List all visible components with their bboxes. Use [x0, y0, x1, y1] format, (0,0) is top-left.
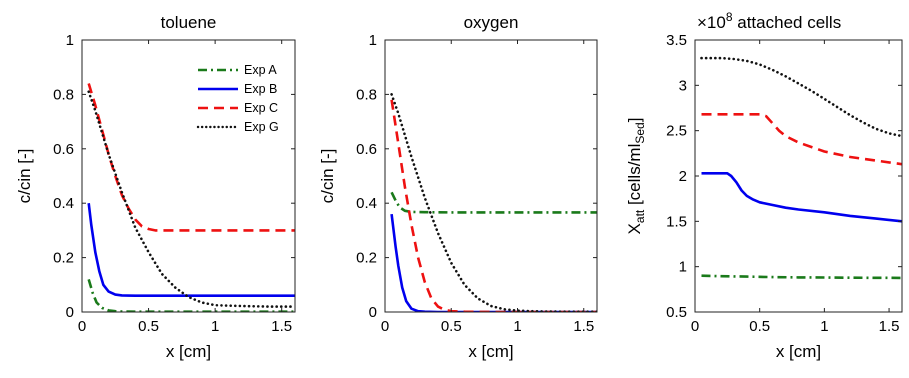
series-line-exp-g [87, 90, 295, 308]
x-axis-label: x [cm] [468, 342, 513, 361]
x-tick-label: 0.5 [138, 318, 159, 335]
x-axis-label: x [cm] [776, 342, 821, 361]
series-line-exp-a [87, 279, 295, 312]
x-tick-label: 1.5 [879, 318, 900, 335]
y-tick-label: 0.6 [356, 141, 377, 158]
series-lines [390, 93, 597, 312]
y-axis-label: c/cin [-] [15, 149, 34, 204]
y-tick-label: 0.8 [53, 86, 74, 103]
x-tick-label: 1 [513, 318, 521, 335]
series-line-exp-g [700, 56, 902, 138]
x-tick-label: 0.5 [749, 318, 770, 335]
y-tick-label: 2 [679, 168, 687, 185]
x-tick-label: 0 [381, 318, 389, 335]
x-tick-label: 1 [820, 318, 828, 335]
axes-box [694, 39, 903, 313]
series-line-exp-c [701, 113, 902, 166]
y-tick-label: 0 [369, 304, 377, 321]
x-tick-label: 0 [78, 318, 86, 335]
y-tick-label: 2.5 [666, 123, 687, 140]
y-tick-label: 0 [66, 304, 74, 321]
y-tick-label: 1 [369, 32, 377, 49]
y-tick-label: 3 [679, 77, 687, 94]
series-line-exp-b [390, 213, 597, 312]
panel-title: toluene [161, 13, 217, 32]
y-tick-label: 0.4 [53, 195, 74, 212]
panel-attached-cells: 0 0.5 1 1.50.511.522.533.5x [cm]Xatt [cells… [625, 10, 903, 361]
y-tick-label: 0.5 [666, 304, 687, 321]
panel-oxygen: 0 0.5 1 1.500.20.40.60.81x [cm]c/cin [-]oxy… [318, 13, 598, 361]
legend-entry: Exp A [244, 63, 277, 77]
x-tick-label: 1 [211, 318, 219, 335]
y-tick-label: 0.4 [356, 195, 377, 212]
x-tick-label: 0 [691, 318, 699, 335]
axes-box [384, 39, 598, 313]
y-tick-label: 0.2 [356, 250, 377, 267]
panel-title: ×108 attached cells [697, 10, 841, 32]
y-tick-label: 0.8 [356, 86, 377, 103]
legend-entry: Exp C [244, 101, 278, 115]
y-tick-label: 3.5 [666, 32, 687, 49]
series-line-exp-c [87, 83, 295, 232]
legend-entry: Exp B [244, 82, 277, 96]
series-lines [87, 83, 295, 312]
x-tick-label: 1.5 [271, 318, 292, 335]
y-tick-label: 0.2 [53, 250, 74, 267]
series-line-exp-a [701, 274, 902, 280]
panel-title: oxygen [464, 13, 519, 32]
series-line-exp-b [87, 203, 295, 298]
x-axis-label: x [cm] [166, 342, 211, 361]
y-tick-label: 1 [679, 259, 687, 276]
y-tick-label: 1 [66, 32, 74, 49]
x-tick-label: 1.5 [573, 318, 594, 335]
series-line-exp-c [390, 99, 597, 312]
y-axis-label: Xatt [cells/mlSed] [625, 118, 647, 235]
series-lines [700, 56, 902, 280]
y-axis-label: c/cin [-] [318, 149, 337, 204]
axes-box [81, 39, 296, 313]
legend-entry: Exp G [244, 120, 279, 134]
x-tick-label: 0.5 [441, 318, 462, 335]
series-line-exp-b [701, 172, 902, 223]
panel-toluene: 0 0.5 1 1.500.20.40.60.81x [cm]c/cin [-]tol… [15, 13, 296, 361]
series-line-exp-g [390, 93, 597, 312]
legend: Exp A Exp B Exp C Exp G [196, 63, 279, 134]
y-tick-label: 0.6 [53, 141, 74, 158]
series-line-exp-a [390, 191, 597, 214]
y-tick-label: 1.5 [666, 213, 687, 230]
